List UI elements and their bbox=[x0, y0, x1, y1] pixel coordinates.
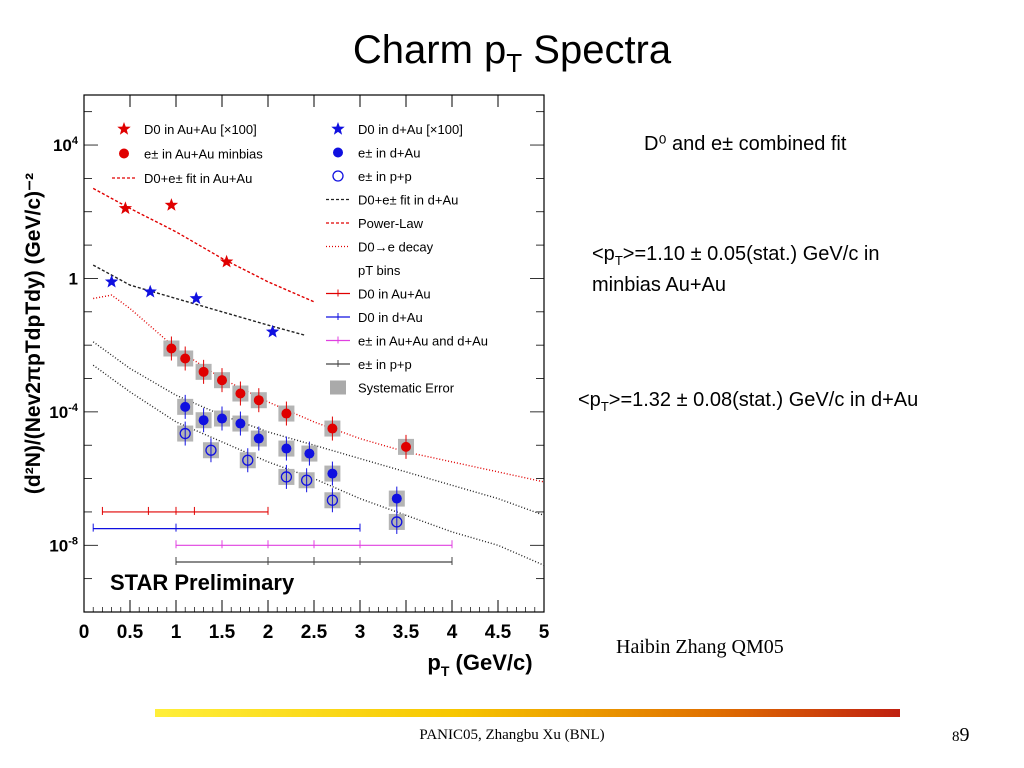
legend-label: e± in p+p bbox=[358, 357, 412, 372]
legend-label: Power-Law bbox=[358, 216, 424, 231]
data-point bbox=[143, 284, 157, 298]
fit-curve bbox=[93, 294, 545, 483]
legend-label: D0→e decay bbox=[358, 240, 434, 255]
data-point bbox=[180, 401, 191, 412]
data-point bbox=[189, 291, 203, 305]
legend-symbol bbox=[119, 148, 129, 159]
page-number: 89 bbox=[952, 724, 970, 746]
legend-label: D0+e± fit in Au+Au bbox=[144, 171, 252, 186]
legend-label: D0 in Au+Au bbox=[358, 287, 431, 302]
legend-label: pT bins bbox=[358, 263, 401, 278]
data-point bbox=[217, 375, 227, 386]
data-point bbox=[235, 388, 246, 399]
data-point bbox=[391, 516, 403, 528]
data-point bbox=[265, 324, 280, 338]
data-point bbox=[217, 413, 227, 424]
legend-label: e± in p+p bbox=[358, 169, 412, 184]
footer-gradient-bar bbox=[155, 709, 900, 717]
legend-label: e± in Au+Au minbias bbox=[144, 147, 263, 162]
x-tick-label: 4.5 bbox=[485, 622, 512, 643]
x-tick-label: 2 bbox=[263, 622, 274, 643]
data-point bbox=[253, 395, 264, 406]
data-point bbox=[104, 274, 119, 288]
data-point bbox=[327, 423, 338, 434]
legend-label: Systematic Error bbox=[358, 381, 455, 396]
fit-curve bbox=[92, 364, 545, 566]
data-point bbox=[118, 201, 133, 215]
fit-curve bbox=[92, 341, 545, 516]
y-axis-label: (d²N)/(Nev2πpTdpTdy) (GeV/c)⁻² bbox=[22, 173, 45, 494]
legend-label: D0 in Au+Au [×100] bbox=[144, 122, 257, 137]
fit-curve bbox=[92, 264, 305, 336]
data-point bbox=[280, 471, 293, 483]
x-tick-label: 2.5 bbox=[301, 622, 328, 643]
dau-mean-pt-note: <pT>=1.32 ± 0.08(stat.) GeV/c in d+Au bbox=[578, 389, 919, 414]
slide-title: Charm pT Spectra bbox=[352, 28, 672, 78]
data-point bbox=[281, 408, 292, 419]
data-point bbox=[180, 353, 191, 364]
legend-symbol bbox=[117, 122, 131, 135]
data-point bbox=[327, 468, 338, 479]
data-point bbox=[205, 444, 217, 456]
y-tick-label: 104 bbox=[53, 135, 79, 155]
data-point bbox=[281, 443, 292, 454]
legend-label: D0 in d+Au [×100] bbox=[358, 122, 463, 137]
y-tick-label: 10-8 bbox=[49, 535, 78, 555]
data-point bbox=[326, 494, 339, 506]
auau-mean-pt-note: <pT>=1.10 ± 0.05(stat.) GeV/c in minbias … bbox=[592, 243, 880, 296]
data-point bbox=[242, 454, 254, 466]
x-tick-label: 5 bbox=[539, 622, 550, 643]
data-point bbox=[401, 441, 411, 452]
data-point bbox=[166, 343, 177, 354]
data-point bbox=[198, 366, 209, 377]
x-tick-label: 0.5 bbox=[117, 622, 144, 643]
data-point bbox=[179, 427, 191, 440]
legend-label: D0 in d+Au bbox=[358, 310, 423, 325]
y-tick-label: 10-4 bbox=[49, 402, 79, 422]
star-preliminary-label: STAR Preliminary bbox=[110, 570, 295, 595]
fit-curve bbox=[92, 187, 315, 303]
x-tick-label: 1.5 bbox=[209, 622, 236, 643]
legend-symbol bbox=[331, 122, 345, 135]
x-tick-label: 3 bbox=[355, 622, 366, 643]
x-tick-label: 3.5 bbox=[393, 622, 420, 643]
legend-symbol bbox=[332, 170, 344, 182]
data-point bbox=[164, 198, 179, 211]
data-point bbox=[198, 415, 209, 426]
footer-text: PANIC05, Zhangbu Xu (BNL) bbox=[419, 727, 605, 743]
data-point bbox=[235, 418, 246, 429]
legend-label: e± in Au+Au and d+Au bbox=[358, 334, 488, 349]
credit-text: Haibin Zhang QM05 bbox=[616, 636, 784, 658]
legend-label: e± in d+Au bbox=[358, 146, 420, 161]
data-point bbox=[304, 448, 315, 459]
data-point bbox=[253, 433, 264, 444]
x-axis-label: pT (GeV/c) bbox=[427, 650, 532, 679]
data-point bbox=[300, 474, 313, 486]
y-tick-label: 1 bbox=[69, 269, 78, 288]
data-point bbox=[219, 254, 234, 268]
spectra-chart: 0 0.5 1 1.5 2 2.5 3 3.5 4 4.5 5 104 1 10-4 10-8 pT (GeV… bbox=[22, 94, 550, 679]
x-tick-label: 1 bbox=[171, 622, 182, 643]
combined-fit-label: D⁰ and e± combined fit bbox=[644, 133, 847, 155]
legend-label: D0+e± fit in d+Au bbox=[358, 193, 458, 208]
x-tick-label: 4 bbox=[447, 622, 458, 643]
legend-symbol bbox=[333, 147, 343, 158]
legend-symbol bbox=[330, 380, 346, 395]
data-point bbox=[391, 493, 402, 504]
x-tick-label: 0 bbox=[79, 622, 90, 643]
